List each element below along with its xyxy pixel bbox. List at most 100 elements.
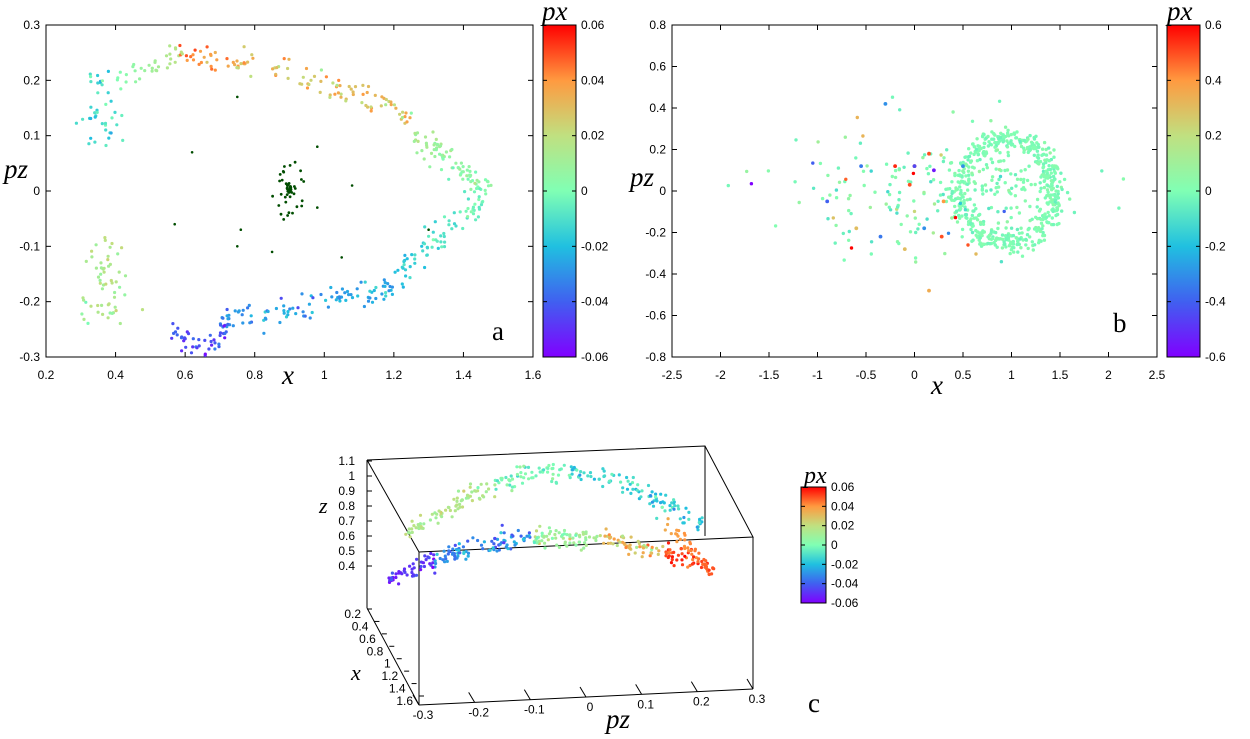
data-point — [236, 310, 240, 314]
data-point — [466, 206, 470, 211]
data-point — [389, 576, 393, 580]
data-point — [307, 82, 311, 87]
data-point — [994, 230, 998, 235]
data-point — [209, 64, 213, 68]
data-point — [987, 140, 991, 144]
data-point — [1055, 206, 1060, 210]
x-tick-label: -1.5 — [759, 368, 780, 382]
data-point — [570, 472, 574, 476]
data-point — [471, 205, 475, 209]
data-point — [119, 87, 123, 91]
y-tick-label: 0.2 — [649, 143, 666, 157]
data-point — [1051, 222, 1056, 227]
data-point — [483, 188, 487, 192]
data-point — [331, 81, 335, 85]
data-point — [990, 178, 994, 182]
data-point — [100, 303, 104, 307]
data-point — [139, 66, 143, 70]
data-point — [304, 66, 309, 71]
data-point — [1019, 169, 1023, 173]
colorbar-tick-label: -0.02 — [831, 557, 859, 571]
data-point — [212, 338, 216, 342]
data-point — [587, 535, 592, 539]
data-point — [673, 504, 677, 508]
data-point — [405, 257, 409, 261]
data-point — [983, 183, 988, 187]
data-point — [651, 504, 656, 508]
data-point — [1039, 186, 1043, 190]
data-point — [1013, 194, 1018, 198]
data-point — [104, 282, 108, 286]
colorbar-tick-label: 0.06 — [581, 18, 605, 32]
data-point — [300, 199, 304, 203]
x-tick-label: 1 — [384, 657, 391, 671]
data-point — [468, 169, 472, 173]
data-point — [116, 252, 120, 256]
data-point — [372, 288, 376, 293]
data-point — [973, 181, 977, 186]
data-point — [334, 298, 338, 302]
data-point — [282, 311, 286, 315]
data-point — [953, 204, 957, 209]
data-point — [242, 61, 246, 65]
data-point — [938, 193, 943, 197]
data-point — [410, 519, 414, 523]
data-point — [1060, 187, 1064, 192]
data-point — [468, 173, 472, 177]
colorbar-tick-label: 0.6 — [1205, 18, 1222, 32]
data-point — [563, 540, 567, 544]
data-point — [551, 462, 555, 467]
data-point — [421, 249, 425, 253]
data-point — [81, 117, 85, 121]
x-tick-label: 1.2 — [381, 669, 398, 683]
data-point — [333, 92, 337, 96]
data-point — [992, 132, 996, 136]
data-point — [481, 547, 485, 551]
data-point — [995, 148, 1000, 152]
data-point — [692, 555, 696, 559]
data-point — [696, 528, 700, 532]
data-point — [847, 238, 851, 242]
data-point — [370, 300, 375, 304]
data-point — [680, 558, 684, 562]
data-point — [1068, 197, 1072, 201]
data-point — [505, 543, 509, 547]
data-point — [604, 527, 608, 531]
colorbar-tick-label: -0.4 — [1205, 295, 1226, 309]
data-point — [588, 471, 593, 475]
data-point — [602, 474, 606, 479]
data-point — [628, 543, 632, 547]
data-point — [210, 343, 214, 347]
data-point — [437, 509, 441, 513]
data-point — [223, 331, 227, 336]
data-point — [682, 531, 687, 536]
data-point — [535, 541, 539, 545]
data-point — [458, 502, 462, 506]
data-point — [677, 529, 681, 533]
data-point — [394, 575, 398, 580]
data-point — [403, 115, 407, 119]
data-point — [1024, 243, 1028, 247]
data-point — [415, 557, 419, 561]
data-point — [695, 525, 699, 529]
data-point — [897, 190, 902, 195]
data-point — [1031, 248, 1036, 252]
data-point — [174, 47, 178, 51]
data-point — [942, 156, 946, 160]
data-point — [895, 205, 900, 209]
data-point — [1046, 193, 1051, 197]
colorbar-tick-label: 0 — [1205, 184, 1212, 198]
data-point — [1037, 145, 1041, 149]
data-point — [330, 295, 334, 299]
data-point — [540, 531, 544, 535]
data-point — [493, 495, 497, 499]
data-point — [423, 225, 427, 229]
data-point — [1013, 173, 1018, 177]
data-point — [986, 144, 991, 148]
data-point — [515, 465, 519, 469]
data-point — [601, 484, 605, 489]
data-point — [302, 180, 306, 183]
data-point — [902, 165, 906, 169]
data-point — [96, 275, 101, 279]
data-point — [404, 274, 408, 278]
